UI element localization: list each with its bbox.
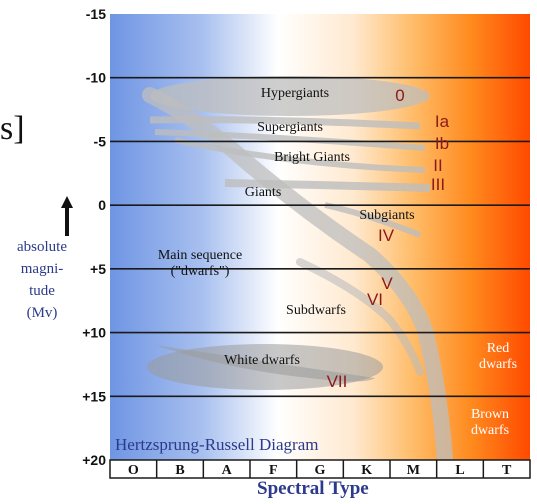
region-label: Subdwarfs (286, 303, 346, 318)
cropped-text-fragment: s] (0, 110, 25, 147)
y-tick-label: 0 (98, 197, 106, 213)
y-tick-label: -15 (86, 6, 106, 22)
luminosity-class-label: 0 (395, 86, 404, 105)
y-tick-label: -5 (94, 133, 107, 149)
hypergiants-band (150, 76, 430, 116)
luminosity-class-label: IV (378, 226, 395, 245)
region-label: Red (487, 341, 510, 356)
spectral-class-label: F (269, 463, 278, 478)
luminosity-class-label: VI (367, 290, 383, 309)
diagram-title: Hertzsprung-Russell Diagram (115, 435, 318, 454)
spectral-strip (109, 459, 531, 479)
y-axis-caption-line: (Mv) (26, 305, 58, 321)
region-label: dwarfs (471, 423, 509, 438)
region-label: dwarfs (479, 357, 517, 372)
plot-area: -15 -10 -5 0 +5 +10 +15 +20 O B A F G K M L T Hypergiants… (82, 6, 531, 479)
luminosity-class-label: Ib (435, 134, 449, 153)
main-sequence-band (142, 87, 453, 468)
spectral-class-label: G (315, 463, 326, 478)
luminosity-class-label: Ia (435, 112, 450, 131)
up-arrow-icon (61, 196, 73, 236)
luminosity-class-label: V (381, 274, 393, 293)
y-axis-caption-line: tude (29, 283, 55, 299)
y-tick-label: +5 (90, 261, 106, 277)
region-label: Supergiants (257, 120, 323, 135)
luminosity-class-label: VII (327, 372, 348, 391)
y-tick-label: +15 (82, 388, 106, 404)
region-label: Brown (471, 407, 509, 422)
region-label: Subgiants (359, 208, 414, 223)
spectral-class-label: T (502, 463, 512, 478)
y-axis-caption-line: magni- (20, 261, 64, 277)
bright-giants-band (174, 137, 426, 173)
region-label: Bright Giants (274, 150, 350, 165)
subdwarfs-band (296, 258, 424, 376)
y-axis-caption: absolute magni- tude (Mv) (4, 236, 80, 324)
region-label: Hypergiants (261, 86, 329, 101)
luminosity-class-label: II (433, 156, 442, 175)
spectral-class-label: A (222, 463, 233, 478)
spectral-class-label: L (455, 463, 464, 478)
region-label: Giants (245, 185, 282, 200)
ib-band (154, 129, 426, 151)
y-tick-label: +10 (82, 325, 106, 341)
region-label: Main sequence (158, 248, 242, 263)
y-axis-caption-line: absolute (17, 239, 67, 255)
spectral-class-label: O (128, 463, 139, 478)
region-label: White dwarfs (224, 353, 300, 368)
y-tick-label: +20 (82, 452, 106, 468)
spectral-class-label: K (361, 463, 372, 478)
giants-band (224, 179, 431, 192)
subgiants-band (324, 202, 422, 238)
spectral-class-label: B (175, 463, 184, 478)
white-dwarfs-ellipse (147, 344, 383, 390)
y-tick-label: -10 (86, 70, 106, 86)
luminosity-class-label: III (431, 175, 445, 194)
x-axis-label: Spectral Type (257, 478, 369, 499)
spectral-class-label: M (407, 463, 420, 478)
region-label: ("dwarfs") (171, 264, 230, 279)
